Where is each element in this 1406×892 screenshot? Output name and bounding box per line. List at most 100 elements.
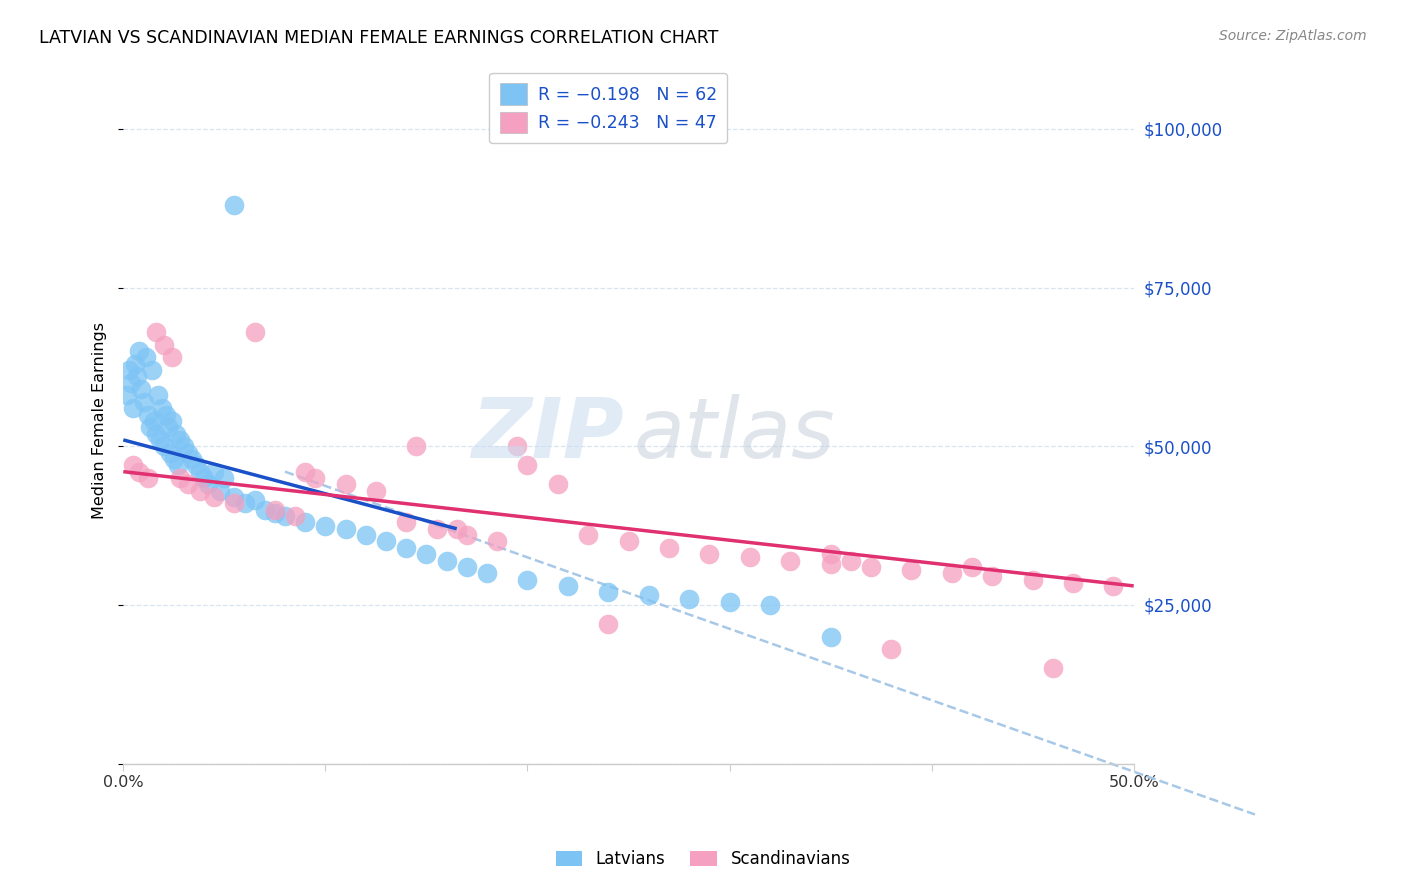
Point bbox=[294, 516, 316, 530]
Point bbox=[364, 483, 387, 498]
Point bbox=[155, 408, 177, 422]
Point bbox=[209, 483, 232, 498]
Point bbox=[425, 522, 447, 536]
Point bbox=[152, 337, 174, 351]
Point bbox=[617, 534, 640, 549]
Point bbox=[880, 642, 903, 657]
Point bbox=[658, 541, 681, 555]
Point bbox=[167, 458, 190, 473]
Point bbox=[181, 452, 204, 467]
Point bbox=[163, 452, 186, 467]
Point bbox=[122, 458, 145, 473]
Point bbox=[1102, 579, 1125, 593]
Point bbox=[598, 585, 620, 599]
Y-axis label: Median Female Earnings: Median Female Earnings bbox=[93, 322, 107, 519]
Point bbox=[233, 496, 256, 510]
Point bbox=[145, 325, 167, 339]
Point bbox=[202, 465, 225, 479]
Point bbox=[1042, 661, 1064, 675]
Point bbox=[759, 598, 782, 612]
Point bbox=[150, 401, 173, 416]
Point bbox=[779, 553, 801, 567]
Text: ZIP: ZIP bbox=[471, 394, 623, 475]
Point bbox=[128, 344, 150, 359]
Point bbox=[141, 363, 163, 377]
Point bbox=[202, 490, 225, 504]
Point bbox=[576, 528, 599, 542]
Point bbox=[224, 496, 246, 510]
Point bbox=[678, 591, 700, 606]
Point bbox=[839, 553, 862, 567]
Point bbox=[699, 547, 721, 561]
Point bbox=[415, 547, 437, 561]
Point bbox=[136, 408, 159, 422]
Legend: Latvians, Scandinavians: Latvians, Scandinavians bbox=[548, 844, 858, 875]
Point bbox=[160, 351, 183, 365]
Point bbox=[263, 506, 285, 520]
Point bbox=[475, 566, 498, 581]
Point bbox=[197, 477, 219, 491]
Point bbox=[900, 563, 922, 577]
Point bbox=[598, 617, 620, 632]
Point bbox=[124, 357, 146, 371]
Point bbox=[274, 509, 297, 524]
Point bbox=[152, 439, 174, 453]
Point bbox=[169, 471, 191, 485]
Point bbox=[375, 534, 398, 549]
Point bbox=[120, 376, 142, 390]
Point bbox=[159, 445, 181, 459]
Point bbox=[177, 477, 200, 491]
Point bbox=[243, 493, 266, 508]
Point bbox=[516, 458, 538, 473]
Point bbox=[981, 569, 1004, 583]
Point bbox=[224, 198, 246, 212]
Point bbox=[122, 401, 145, 416]
Point bbox=[214, 471, 236, 485]
Point bbox=[941, 566, 963, 581]
Point bbox=[820, 630, 842, 644]
Point bbox=[184, 458, 207, 473]
Point bbox=[188, 465, 211, 479]
Point bbox=[738, 550, 761, 565]
Point bbox=[117, 388, 139, 402]
Point bbox=[314, 518, 336, 533]
Point bbox=[224, 490, 246, 504]
Point bbox=[820, 557, 842, 571]
Point bbox=[335, 477, 357, 491]
Point bbox=[395, 516, 418, 530]
Point bbox=[165, 426, 187, 441]
Point bbox=[456, 528, 478, 542]
Text: LATVIAN VS SCANDINAVIAN MEDIAN FEMALE EARNINGS CORRELATION CHART: LATVIAN VS SCANDINAVIAN MEDIAN FEMALE EA… bbox=[39, 29, 718, 46]
Point bbox=[354, 528, 377, 542]
Point bbox=[820, 547, 842, 561]
Text: atlas: atlas bbox=[634, 394, 835, 475]
Point bbox=[456, 560, 478, 574]
Point bbox=[304, 471, 326, 485]
Point bbox=[146, 388, 169, 402]
Point bbox=[395, 541, 418, 555]
Point bbox=[188, 483, 211, 498]
Point bbox=[335, 522, 357, 536]
Point bbox=[637, 589, 659, 603]
Point bbox=[169, 433, 191, 447]
Point bbox=[1062, 575, 1084, 590]
Point bbox=[960, 560, 983, 574]
Point bbox=[131, 382, 153, 396]
Point bbox=[173, 439, 195, 453]
Point bbox=[516, 573, 538, 587]
Point bbox=[506, 439, 529, 453]
Point bbox=[136, 471, 159, 485]
Point bbox=[263, 502, 285, 516]
Point bbox=[145, 426, 167, 441]
Text: Source: ZipAtlas.com: Source: ZipAtlas.com bbox=[1219, 29, 1367, 43]
Point bbox=[132, 394, 155, 409]
Legend: R = −0.198   N = 62, R = −0.243   N = 47: R = −0.198 N = 62, R = −0.243 N = 47 bbox=[489, 73, 727, 143]
Point bbox=[142, 414, 165, 428]
Point bbox=[718, 595, 741, 609]
Point bbox=[149, 433, 172, 447]
Point bbox=[243, 325, 266, 339]
Point bbox=[138, 420, 160, 434]
Point bbox=[127, 369, 149, 384]
Point bbox=[547, 477, 569, 491]
Point bbox=[177, 445, 200, 459]
